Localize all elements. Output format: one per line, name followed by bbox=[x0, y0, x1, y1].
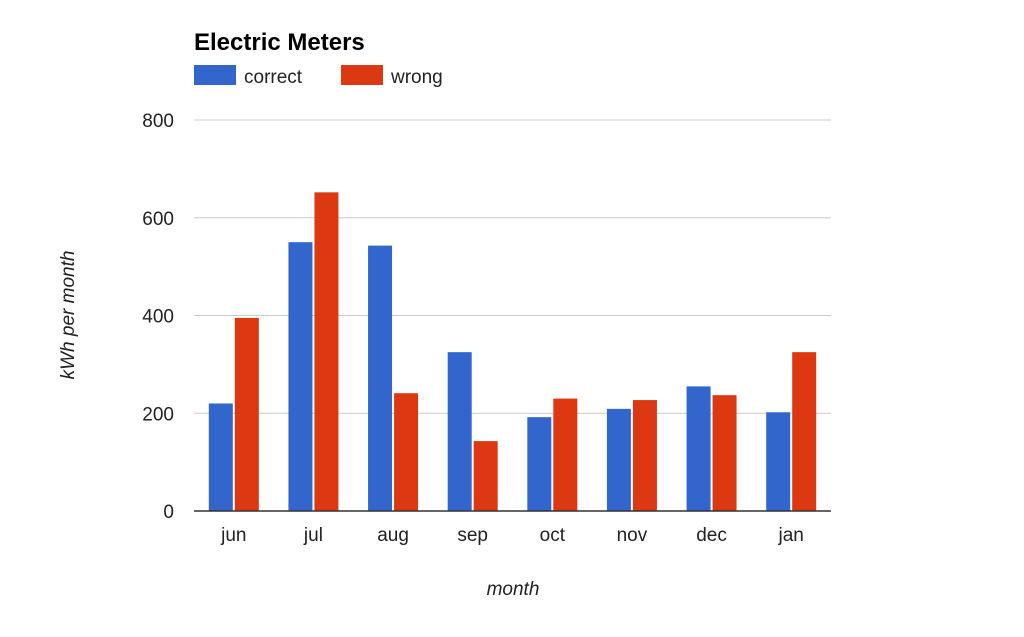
chart-title: Electric Meters bbox=[194, 29, 365, 56]
x-tick-label-jul: jul bbox=[303, 525, 323, 546]
bar-correct-aug bbox=[368, 245, 393, 511]
bar-wrong-jun bbox=[234, 317, 259, 511]
x-tick-label-oct: oct bbox=[540, 525, 566, 546]
bar-wrong-dec bbox=[712, 395, 737, 511]
legend-swatch-wrong bbox=[341, 65, 383, 85]
bar-correct-oct bbox=[527, 417, 552, 511]
x-tick-label-dec: dec bbox=[696, 525, 727, 546]
bar-wrong-sep bbox=[473, 441, 498, 511]
bar-wrong-jan bbox=[792, 352, 817, 511]
x-tick-label-jun: jun bbox=[220, 525, 246, 546]
x-tick-label-jan: jan bbox=[778, 525, 804, 546]
bar-wrong-oct bbox=[553, 398, 578, 511]
x-axis-tick-labels: jun jul aug sep oct nov dec jan bbox=[220, 525, 804, 546]
x-tick-label-aug: aug bbox=[377, 525, 409, 546]
y-axis-tick-labels: 0 200 400 600 800 bbox=[142, 111, 174, 523]
bar-correct-jan bbox=[766, 412, 791, 511]
x-tick-label-sep: sep bbox=[457, 525, 488, 546]
bar-correct-dec bbox=[686, 386, 711, 511]
bar-correct-nov bbox=[606, 408, 631, 511]
bar-wrong-jul bbox=[314, 192, 339, 511]
y-tick-label: 200 bbox=[142, 404, 174, 425]
bars bbox=[208, 192, 817, 511]
x-axis-title: month bbox=[487, 579, 540, 600]
y-tick-label: 800 bbox=[142, 111, 174, 132]
legend-swatch-correct bbox=[194, 65, 236, 85]
legend: correct wrong bbox=[194, 65, 443, 88]
bar-correct-jun bbox=[208, 403, 233, 511]
y-axis-title: kWh per month bbox=[58, 251, 79, 380]
y-tick-label: 600 bbox=[142, 209, 174, 230]
bar-wrong-nov bbox=[632, 400, 657, 511]
bar-correct-sep bbox=[447, 352, 472, 511]
bar-wrong-aug bbox=[394, 393, 419, 511]
legend-label-wrong: wrong bbox=[390, 67, 443, 88]
y-tick-label: 400 bbox=[142, 307, 174, 328]
y-tick-label: 0 bbox=[163, 502, 174, 523]
bar-correct-jul bbox=[288, 242, 313, 511]
x-tick-label-nov: nov bbox=[617, 525, 648, 546]
legend-label-correct: correct bbox=[244, 67, 303, 88]
